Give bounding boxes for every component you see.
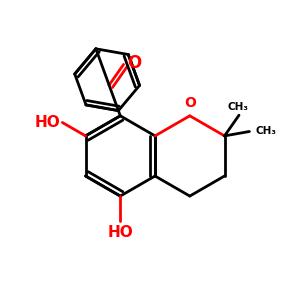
Text: HO: HO [107, 225, 133, 240]
Text: CH₃: CH₃ [256, 127, 277, 136]
Text: HO: HO [34, 115, 60, 130]
Text: CH₃: CH₃ [227, 102, 248, 112]
Text: O: O [184, 97, 196, 110]
Text: O: O [127, 54, 141, 72]
